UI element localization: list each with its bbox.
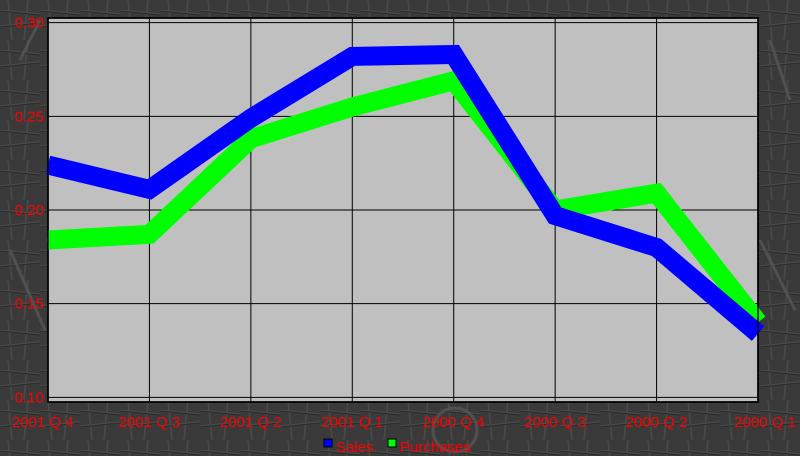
data-point-purchases (655, 192, 658, 195)
data-point-purchases (351, 105, 354, 108)
y-tick-label: 0.20 (15, 202, 44, 219)
data-point-sales (351, 55, 354, 58)
x-tick-label: 2000 Q 4 (423, 414, 485, 431)
x-axis-ticks: 2001 Q 4 2001 Q 3 2001 Q 2 2001 Q 1 2000 Q 4… (12, 414, 796, 431)
x-tick-label: 2001 Q 3 (119, 414, 181, 431)
legend-swatch-purchases (387, 438, 397, 448)
data-point-sales (249, 117, 252, 120)
data-point-sales (452, 53, 455, 56)
data-point-purchases (249, 137, 252, 140)
legend-label-purchases: Purchases (400, 439, 471, 456)
data-point-purchases (148, 233, 151, 236)
series-line-sales (45, 44, 765, 341)
data-point-sales (148, 188, 151, 191)
x-tick-label: 2001 Q 2 (220, 414, 282, 431)
series-layer (45, 17, 766, 403)
series-line-purchases (47, 69, 766, 329)
legend-swatch-sales (323, 438, 333, 448)
y-tick-label: 0.25 (15, 108, 44, 125)
y-tick-label: 0.15 (15, 296, 44, 313)
x-tick-label: 2000 Q 1 (734, 414, 796, 431)
y-tick-label: 0.30 (15, 15, 44, 32)
x-tick-label: 2001 Q 4 (12, 414, 74, 431)
data-point-sales (554, 214, 557, 217)
legend-label-sales: Sales (336, 439, 374, 456)
x-tick-label: 2000 Q 3 (524, 414, 586, 431)
x-tick-label: 2001 Q 1 (321, 414, 383, 431)
legend: Sales Purchases (323, 438, 471, 456)
x-tick-label: 2000 Q 2 (626, 414, 688, 431)
y-tick-label: 0.10 (15, 389, 44, 406)
y-axis-ticks: 0.10 0.15 0.20 0.25 0.30 (15, 15, 44, 407)
background-emboss (8, 19, 797, 454)
data-point-sales (655, 246, 658, 249)
plot-border (47, 17, 759, 403)
data-point-purchases (452, 79, 455, 82)
